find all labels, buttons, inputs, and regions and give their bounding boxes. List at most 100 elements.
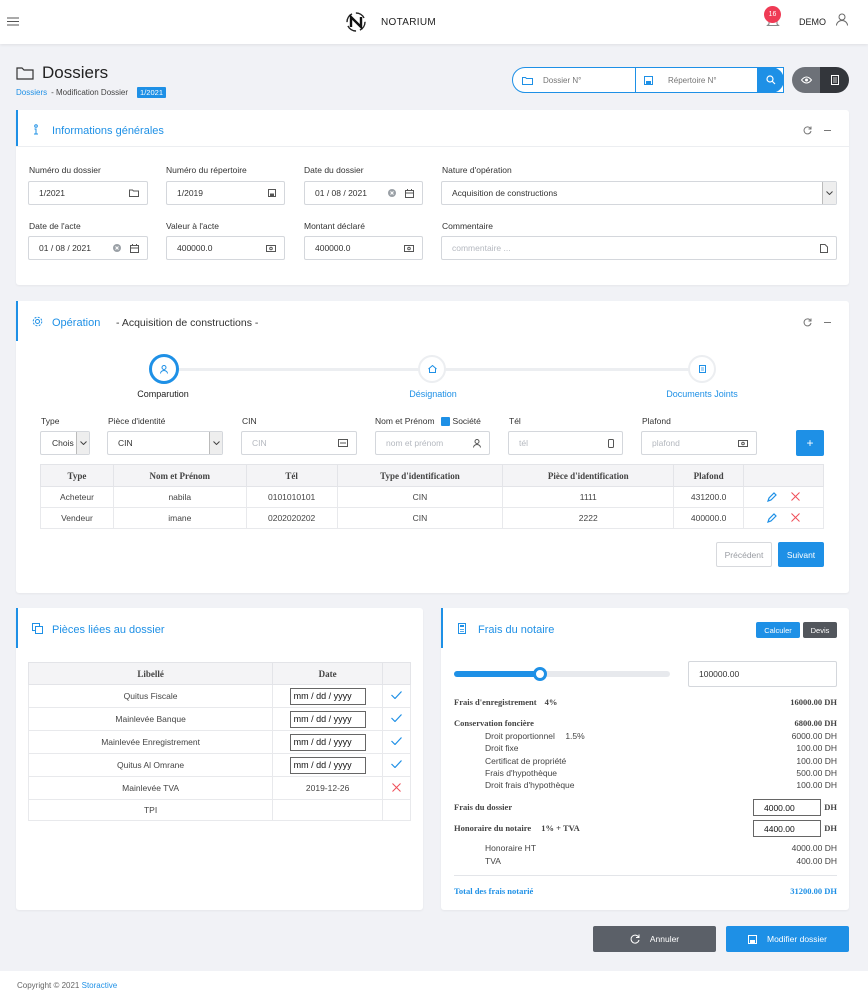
user-name[interactable]: DEMO [799,17,826,27]
pencil-icon[interactable] [767,492,777,502]
type-label: Type [41,416,60,426]
date-input[interactable]: mm / dd / yyyy [289,687,366,705]
plafond-input[interactable]: plafond [641,431,757,455]
info-title: Informations générales [52,125,164,137]
pieces-table: Libellé Date Quitus Fiscale mm / dd / yyy… [27,662,411,821]
montant-input[interactable]: 400000.0 [304,236,423,260]
clear-icon[interactable] [113,244,121,252]
num-dossier-value: 1/2021 [39,188,65,198]
plafond-label: Plafond [642,416,671,426]
step-documents-label[interactable]: Documents Joints [666,389,738,399]
calculer-button[interactable]: Calculer [756,622,800,638]
num-dossier-input[interactable]: 1/2021 [28,181,148,205]
delete-icon[interactable] [791,492,800,502]
step-designation[interactable] [418,355,446,383]
cin-input[interactable]: CIN [241,431,357,455]
cell-libelle: Mainlevée TVA [27,776,274,800]
modify-dossier-button[interactable]: Modifier dossier [726,926,849,952]
droit-prop-value: 6000.00 DH [791,731,837,741]
col-piece: Pièce d'identification [502,464,675,487]
cell-date: 2019-12-26 [272,776,384,800]
nature-select[interactable]: Acquisition de constructions [441,181,837,205]
cell-plafond: 400000.0 [673,507,745,529]
calendar-icon[interactable] [405,189,414,198]
add-comparant-button[interactable]: + [796,430,824,456]
view-button[interactable] [792,67,820,93]
user-icon[interactable] [836,13,848,26]
search-group [512,67,784,93]
date-acte-input[interactable]: 01 / 08 / 2021 [28,236,148,260]
operation-subtitle: - Acquisition de constructions - [116,317,259,329]
chevron-down-icon[interactable] [76,432,89,454]
slider-handle[interactable] [533,667,548,681]
type-select[interactable]: Chois [40,431,90,455]
cancel-button[interactable]: Annuler [593,926,716,952]
clear-icon[interactable] [388,189,396,197]
date-dossier-label: Date du dossier [304,165,364,175]
refresh-icon[interactable] [803,126,812,135]
pieces-title: Pièces liées au dossier [52,624,165,636]
breadcrumb-link[interactable]: Dossiers [16,88,48,97]
table-row: Vendeur imane 0202020202 CIN 2222 400000… [40,507,824,529]
cons-label: Conservation foncière [454,718,534,728]
col-actions [743,464,824,487]
delete-icon[interactable] [791,513,800,523]
cell-type: Acheteur [40,486,114,508]
operation-title: Opération [52,317,101,329]
repertoire-search-input[interactable] [668,73,748,87]
search-button[interactable] [757,67,784,93]
nature-value: Acquisition de constructions [452,188,558,198]
cell-status [382,753,411,777]
card-accent [16,608,18,648]
cell-date [272,799,384,821]
step-comparution[interactable] [149,354,179,384]
frais-dossier-input[interactable]: 4000.00 [753,799,821,816]
honoraire-unit: DH [824,823,837,833]
step-comparution-label[interactable]: Comparution [137,389,189,399]
nom-input[interactable]: nom et prénom [375,431,490,455]
step-documents[interactable] [688,355,716,383]
table-row: Mainlevée TVA 2019-12-26 [27,776,411,800]
valeur-input[interactable]: 400000.0 [166,236,285,260]
chevron-down-icon[interactable] [822,182,836,204]
tel-label: Tél [509,416,521,426]
previous-button[interactable]: Précédent [716,542,772,567]
date-input[interactable]: mm / dd / yyyy [289,756,366,774]
amount-input[interactable]: 100000.00 [688,661,837,687]
collapse-icon[interactable] [824,130,831,131]
tel-input[interactable]: tél [508,431,623,455]
devis-button[interactable]: Devis [803,622,837,638]
row-actions [743,507,824,529]
amount-slider[interactable] [454,667,670,681]
droit-prop-rate: 1.5% [565,731,585,741]
honoraire-input[interactable]: 4400.00 [753,820,821,837]
dossier-unit: DH [824,802,837,812]
dossier-search-input[interactable] [543,73,633,87]
notarium-logo-icon [344,10,368,34]
page-title: Dossiers [42,63,109,82]
chevron-down-icon[interactable] [209,432,222,454]
piece-select[interactable]: CIN [107,431,223,455]
date-input[interactable]: mm / dd / yyyy [289,733,366,751]
calendar-icon[interactable] [130,244,139,253]
pencil-icon[interactable] [767,513,777,523]
close-icon[interactable] [392,782,401,792]
commentaire-input[interactable]: commentaire ... [441,236,837,260]
refresh-icon[interactable] [803,318,812,327]
collapse-icon[interactable] [824,322,831,323]
step-designation-label[interactable]: Désignation [409,389,457,399]
num-repertoire-input[interactable]: 1/2019 [166,181,285,205]
date-input[interactable]: mm / dd / yyyy [289,710,366,728]
document-button[interactable] [820,67,849,93]
hypo-value: 500.00 DH [796,768,837,778]
notification-badge[interactable]: 16 [764,6,781,23]
droit-fixe-value: 100.00 DH [796,743,837,753]
menu-icon[interactable] [7,17,19,26]
date-dossier-input[interactable]: 01 / 08 / 2021 [304,181,423,205]
company-link[interactable]: Storactive [81,981,118,990]
next-button[interactable]: Suivant [778,542,824,567]
certif-label: Certificat de propriété [485,756,567,766]
breadcrumb: Dossiers - Modification Dossier 1/2021 [16,87,166,98]
plafond-placeholder: plafond [652,438,680,448]
societe-checkbox[interactable] [440,416,450,426]
